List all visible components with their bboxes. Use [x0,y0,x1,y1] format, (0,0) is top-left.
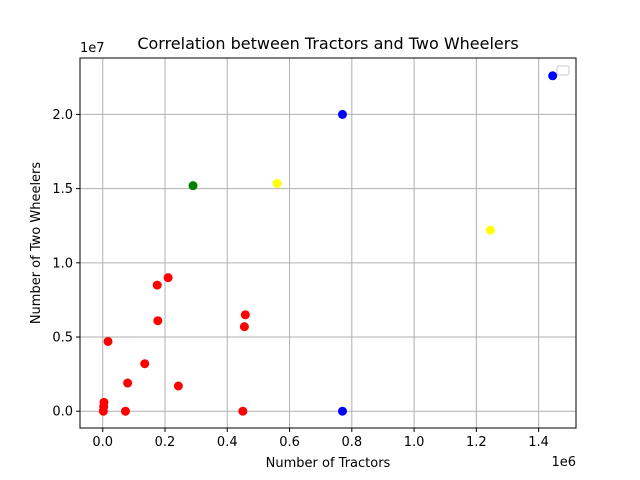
data-point-red [123,378,133,388]
data-points [98,71,558,416]
data-point-red [120,406,130,416]
x-axis-label: Number of Tractors [266,456,391,471]
x-tick-label: 1.0 [404,435,425,450]
x-tick-label: 1.4 [528,435,549,450]
data-point-blue [337,109,347,119]
axis-ticks: 0.0 0.2 0.4 0.6 0.8 1.0 1.2 1.4 0.0 0.5 1.0 1.5 2.0 [52,108,549,450]
x-tick-label: 0.2 [155,435,176,450]
x-tick-label: 0.0 [92,435,113,450]
data-point-yellow [485,225,495,235]
y-axis-label: Number of Two Wheelers [29,162,44,325]
chart-title: Correlation between Tractors and Two Whe… [137,34,518,53]
x-offset-label: 1e6 [551,455,576,470]
data-point-red [240,310,250,320]
x-tick-label: 0.6 [279,435,300,450]
data-point-red [238,406,248,416]
x-tick-label: 0.4 [217,435,238,450]
data-point-red [99,397,109,407]
y-tick-label: 2.0 [52,108,73,123]
data-point-red [173,381,183,391]
data-point-blue [337,406,347,416]
grid [80,58,576,428]
x-tick-label: 0.8 [341,435,362,450]
plot-frame [79,57,577,429]
y-tick-label: 1.5 [52,182,73,197]
x-tick-label: 1.2 [466,435,487,450]
y-offset-label: 1e7 [80,41,105,56]
data-point-yellow [272,178,282,188]
plot-area [80,58,576,428]
data-point-red [239,322,249,332]
data-point-green [188,181,198,191]
data-point-red [163,273,173,283]
data-point-red [152,280,162,290]
data-point-red [140,359,150,369]
data-point-blue [548,71,558,81]
y-tick-label: 0.0 [52,405,73,420]
data-point-red [103,336,113,346]
data-point-red [153,316,163,326]
y-tick-label: 1.0 [52,256,73,271]
legend-box [556,65,570,76]
y-tick-label: 0.5 [52,331,73,346]
